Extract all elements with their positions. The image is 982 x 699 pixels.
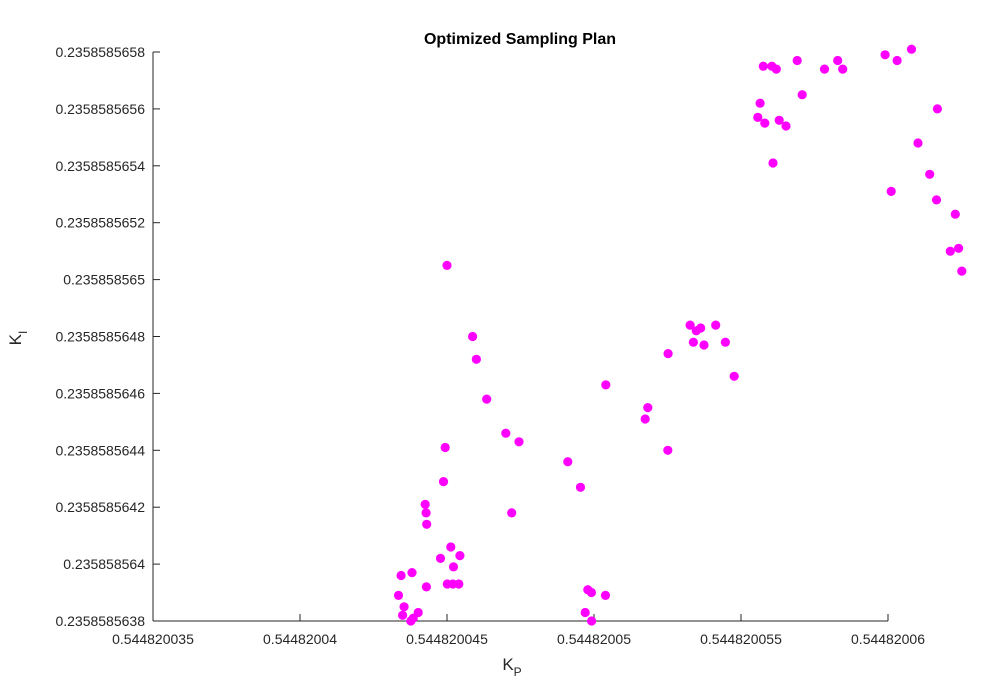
data-points [393,44,967,626]
y-tick-label: 0.2358585658 [55,44,145,60]
y-tick-label: 0.2358585656 [55,101,145,117]
data-point [755,98,765,108]
data-point [640,414,650,424]
data-point [685,320,695,330]
data-point [880,50,890,60]
data-point [442,579,452,589]
y-tick-label: 0.2358585646 [55,385,145,401]
data-point [398,610,408,620]
data-point [838,64,848,74]
x-axis-label: KP [502,655,521,679]
data-point [906,44,917,54]
data-point [514,437,524,447]
data-point [913,138,923,148]
y-tick-label: 0.2358585644 [55,442,145,458]
data-point [501,428,511,438]
y-axis-label: KI [6,331,30,346]
data-point [408,613,418,623]
y-tick-label: 0.2358585654 [55,158,145,174]
data-point [563,457,573,467]
y-tick-label: 0.2358585648 [55,329,145,345]
data-point [925,169,935,179]
y-axis-label-subscript: I [16,331,30,334]
y-tick-label: 0.235858565 [63,272,145,288]
data-point [435,553,446,564]
data-point [601,380,611,390]
data-point [663,349,673,359]
data-point [720,337,731,347]
x-tick-label: 0.544820035 [112,631,194,647]
data-point [932,104,943,114]
data-point [575,482,586,492]
y-axis-label-main: K [6,333,25,345]
x-axis-label-subscript: P [514,665,522,679]
data-point [711,320,721,330]
plot-background [153,52,888,621]
data-point [471,354,481,364]
data-point [954,243,964,253]
data-point [407,568,417,578]
data-point [699,340,709,350]
chart-title: Optimized Sampling Plan [424,31,616,48]
data-point [468,331,478,342]
y-tick-label: 0.2358585652 [55,215,145,231]
x-axis-label-main: K [502,655,514,674]
data-point [442,260,452,270]
data-point [931,195,942,205]
data-point [767,61,777,71]
data-point [792,55,802,66]
data-point [729,371,739,381]
data-point [448,562,459,572]
data-point [482,394,492,404]
y-tick-label: 0.2358585642 [55,499,145,515]
x-tick-label: 0.544820045 [406,631,488,647]
data-point [688,337,699,347]
data-point [600,590,611,601]
x-tick-label: 0.54482004 [263,631,337,647]
data-point [781,121,791,131]
x-tick-label: 0.54482006 [851,631,925,647]
data-point [422,519,432,529]
data-point [945,246,955,256]
data-point [420,499,430,509]
data-point [446,542,456,552]
data-point [421,508,431,518]
data-point [886,186,896,196]
data-point [663,445,673,455]
axes: 0.544820035 0.54482004 0.544820045 0.544820… [55,44,925,647]
y-tick-label: 0.235858564 [63,556,145,572]
data-point [580,607,590,618]
data-point [758,61,768,71]
data-point [950,209,960,219]
x-tick-label: 0.544820055 [700,631,782,647]
data-point [768,158,778,168]
data-point [774,115,784,125]
data-point [753,112,763,122]
data-point [819,64,830,74]
data-point [892,55,902,66]
data-point [421,582,431,592]
data-point [587,616,597,626]
data-point [643,403,653,413]
x-tick-label: 0.54482005 [557,631,631,647]
data-point [507,508,517,518]
data-point [833,55,843,66]
data-point [797,90,807,100]
data-point [455,551,465,561]
data-point [393,590,404,601]
y-tick-label: 0.2358585638 [55,613,145,629]
data-point [760,118,770,128]
data-point [696,323,706,333]
data-point [583,585,593,595]
data-point [440,442,450,453]
data-point [399,602,409,612]
data-point [957,266,967,276]
data-point [396,570,406,581]
data-point [438,477,449,487]
